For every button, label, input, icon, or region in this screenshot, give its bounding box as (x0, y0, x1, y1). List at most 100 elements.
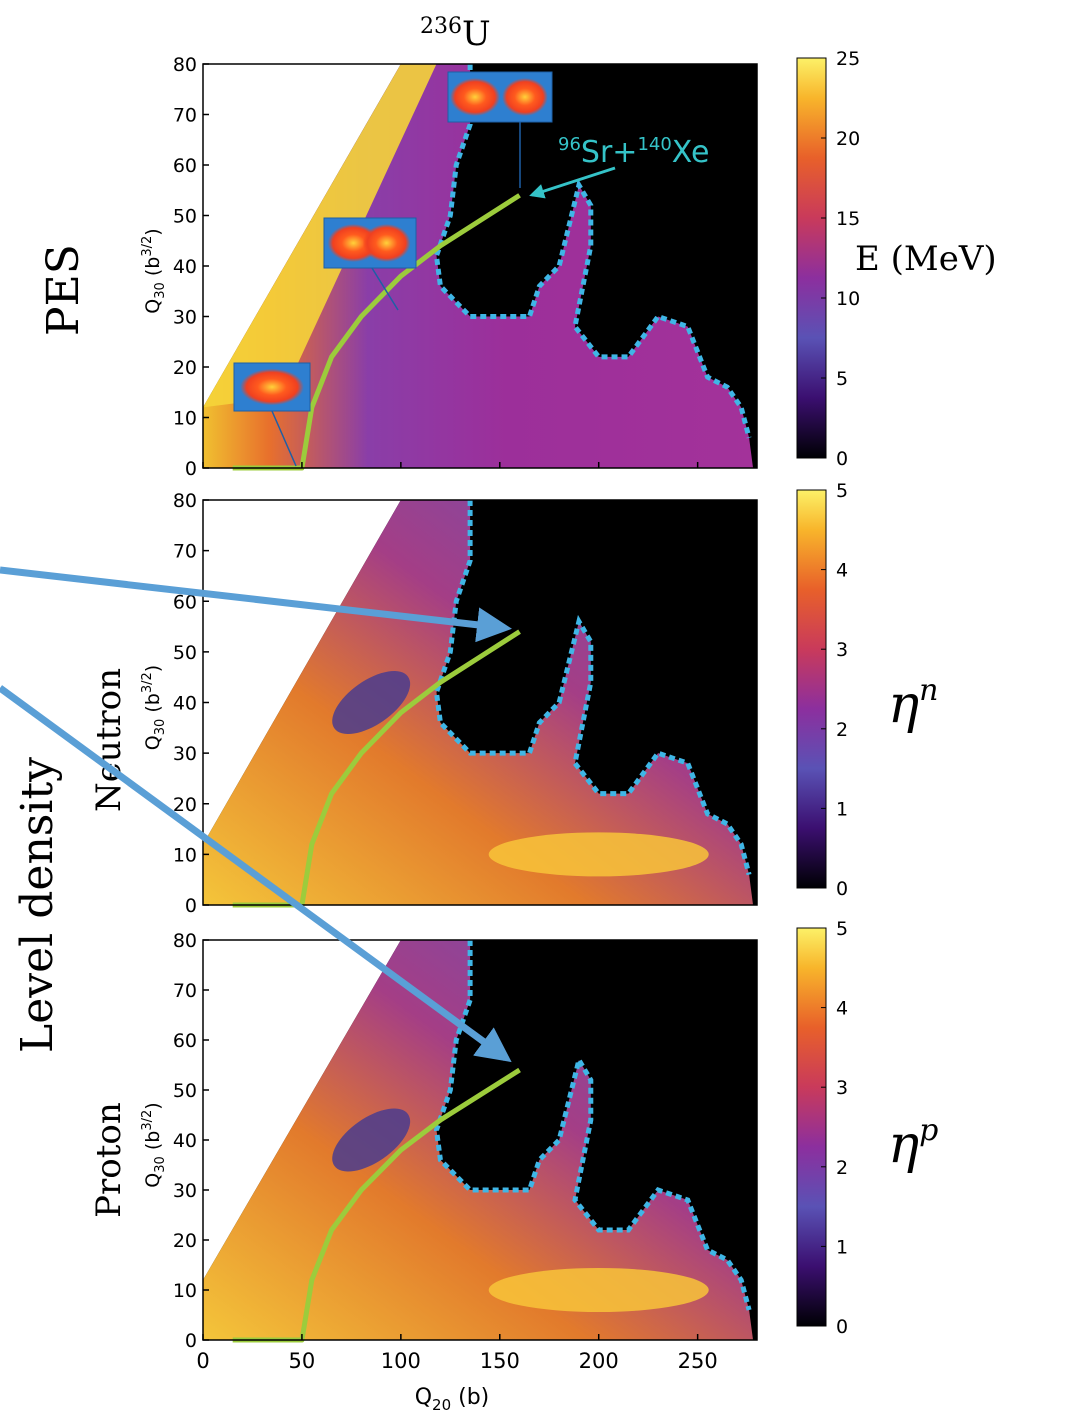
y-tick-label: 30 (173, 743, 197, 765)
nucleus-shape-insets (233, 71, 553, 467)
energy-surface-region (203, 64, 754, 468)
colorbar-tick-label: 0 (836, 1316, 848, 1338)
scission-boundary (433, 64, 752, 439)
colorbar-label: ηn (888, 673, 938, 735)
neutron-label: Neutron (89, 668, 129, 812)
y-tick-label: 80 (173, 490, 197, 512)
panel-pes: 0 10 20 30 40 50 60 70 80 Q30 (b3/2) 0 5 10 15 20 25 E (… (140, 48, 997, 480)
y-tick-label: 20 (173, 357, 197, 379)
high-density-band (488, 832, 709, 877)
x-tick-label: 250 (678, 1349, 718, 1373)
colorbar-tick-label: 1 (836, 1236, 848, 1258)
x-tick-label: 150 (480, 1349, 520, 1373)
level-density-label: Level density (12, 757, 63, 1053)
y-tick-label: 70 (173, 980, 197, 1002)
colorbar-tick-label: 0 (836, 878, 848, 900)
nucleus-density-lobe (502, 78, 548, 116)
high-energy-band (203, 64, 437, 408)
nucleus-density-lobe (450, 78, 500, 116)
y-tick-label: 60 (173, 155, 197, 177)
y-tick-label: 50 (173, 206, 197, 228)
fragment2-mass: 140 (637, 134, 671, 155)
x-axis-subscript: 20 (432, 1396, 451, 1414)
fragments-annotation: 96Sr+140Xe (558, 134, 709, 170)
colorbar-tick-label: 5 (836, 480, 848, 502)
unexplored-region (203, 940, 401, 1280)
y-tick-label: 30 (173, 1180, 197, 1202)
colorbar-tick-label: 5 (836, 918, 848, 940)
colorbar-tick-label: 1 (836, 798, 848, 820)
title-mass-number: 236 (420, 14, 462, 39)
colorbar-tick-label: 2 (836, 1157, 848, 1179)
y-tick-label: 0 (185, 895, 197, 917)
y-tick-label: 10 (173, 1280, 197, 1302)
fragment-plus: + (612, 135, 637, 170)
y-tick-label: 40 (173, 693, 197, 715)
fission-path (232, 629, 521, 908)
colorbar-tick-label: 3 (836, 639, 848, 661)
colorbar (796, 489, 827, 889)
proton-label: Proton (89, 1102, 129, 1218)
inset-pointer-line (371, 267, 399, 311)
y-tick-label: 60 (173, 591, 197, 613)
pes-label: PES (38, 244, 89, 336)
arrow-to-proton-scission (0, 685, 512, 1063)
y-tick-label: 0 (185, 458, 197, 480)
x-tick-label: 0 (196, 1349, 209, 1373)
colorbar-tick-label: 0 (836, 448, 848, 470)
y-tick-label: 40 (173, 1130, 197, 1152)
colorbar-tick-label: 10 (836, 288, 860, 310)
scission-boundary (433, 940, 752, 1311)
colorbar (796, 57, 827, 459)
y-tick-label: 70 (173, 541, 197, 563)
colorbar-tick-label: 20 (836, 128, 860, 150)
colorbar-tick-label: 2 (836, 719, 848, 741)
unexplored-region (203, 500, 401, 845)
x-axis-title: Q20 (b) (415, 1385, 490, 1414)
fragments-annotation-arrow (529, 166, 616, 199)
colorbar-tick-label: 4 (836, 998, 848, 1020)
y-axis-title: Q30 (b3/2) (140, 665, 168, 750)
colorbar-tick-label: 5 (836, 368, 848, 390)
figure-title: 236U (420, 14, 491, 54)
y-tick-label: 10 (173, 408, 197, 430)
fission-path (232, 193, 521, 471)
y-axis-title: Q30 (b3/2) (140, 1102, 168, 1187)
fission-path (232, 1067, 521, 1343)
colorbar-tick-label: 25 (836, 48, 860, 70)
nucleus-density-lobe (240, 368, 304, 406)
colorbar-tick-label: 3 (836, 1077, 848, 1099)
energy-surface-region (203, 940, 754, 1340)
x-tick-label: 200 (579, 1349, 619, 1373)
colorbar-tick-label: 15 (836, 208, 860, 230)
y-tick-label: 40 (173, 256, 197, 278)
low-density-valley (332, 671, 411, 734)
high-density-band (488, 1268, 709, 1312)
x-tick-label: 100 (381, 1349, 421, 1373)
y-tick-label: 10 (173, 844, 197, 866)
y-tick-label: 80 (173, 54, 197, 76)
y-tick-label: 50 (173, 1080, 197, 1102)
fragment1-element: Sr (581, 135, 613, 170)
title-element: U (462, 14, 491, 54)
colorbar-tick-label: 4 (836, 560, 848, 582)
inset-pointer-line (271, 410, 297, 467)
x-axis-q: Q (415, 1385, 432, 1410)
nucleus-density-lobe (362, 224, 411, 262)
colorbar-label: E (MeV) (855, 239, 997, 279)
y-tick-label: 70 (173, 105, 197, 127)
energy-surface-region (203, 500, 754, 905)
y-tick-label: 80 (173, 930, 197, 952)
y-tick-label: 20 (173, 794, 197, 816)
fragment2-element: Xe (672, 135, 710, 170)
low-density-valley (332, 1108, 411, 1172)
arrow-to-neutron-scission (0, 566, 512, 643)
colorbar (796, 927, 827, 1327)
y-tick-label: 30 (173, 307, 197, 329)
y-tick-label: 50 (173, 642, 197, 664)
y-tick-label: 20 (173, 1230, 197, 1252)
y-tick-label: 60 (173, 1030, 197, 1052)
y-axis-title: Q30 (b3/2) (140, 228, 168, 313)
